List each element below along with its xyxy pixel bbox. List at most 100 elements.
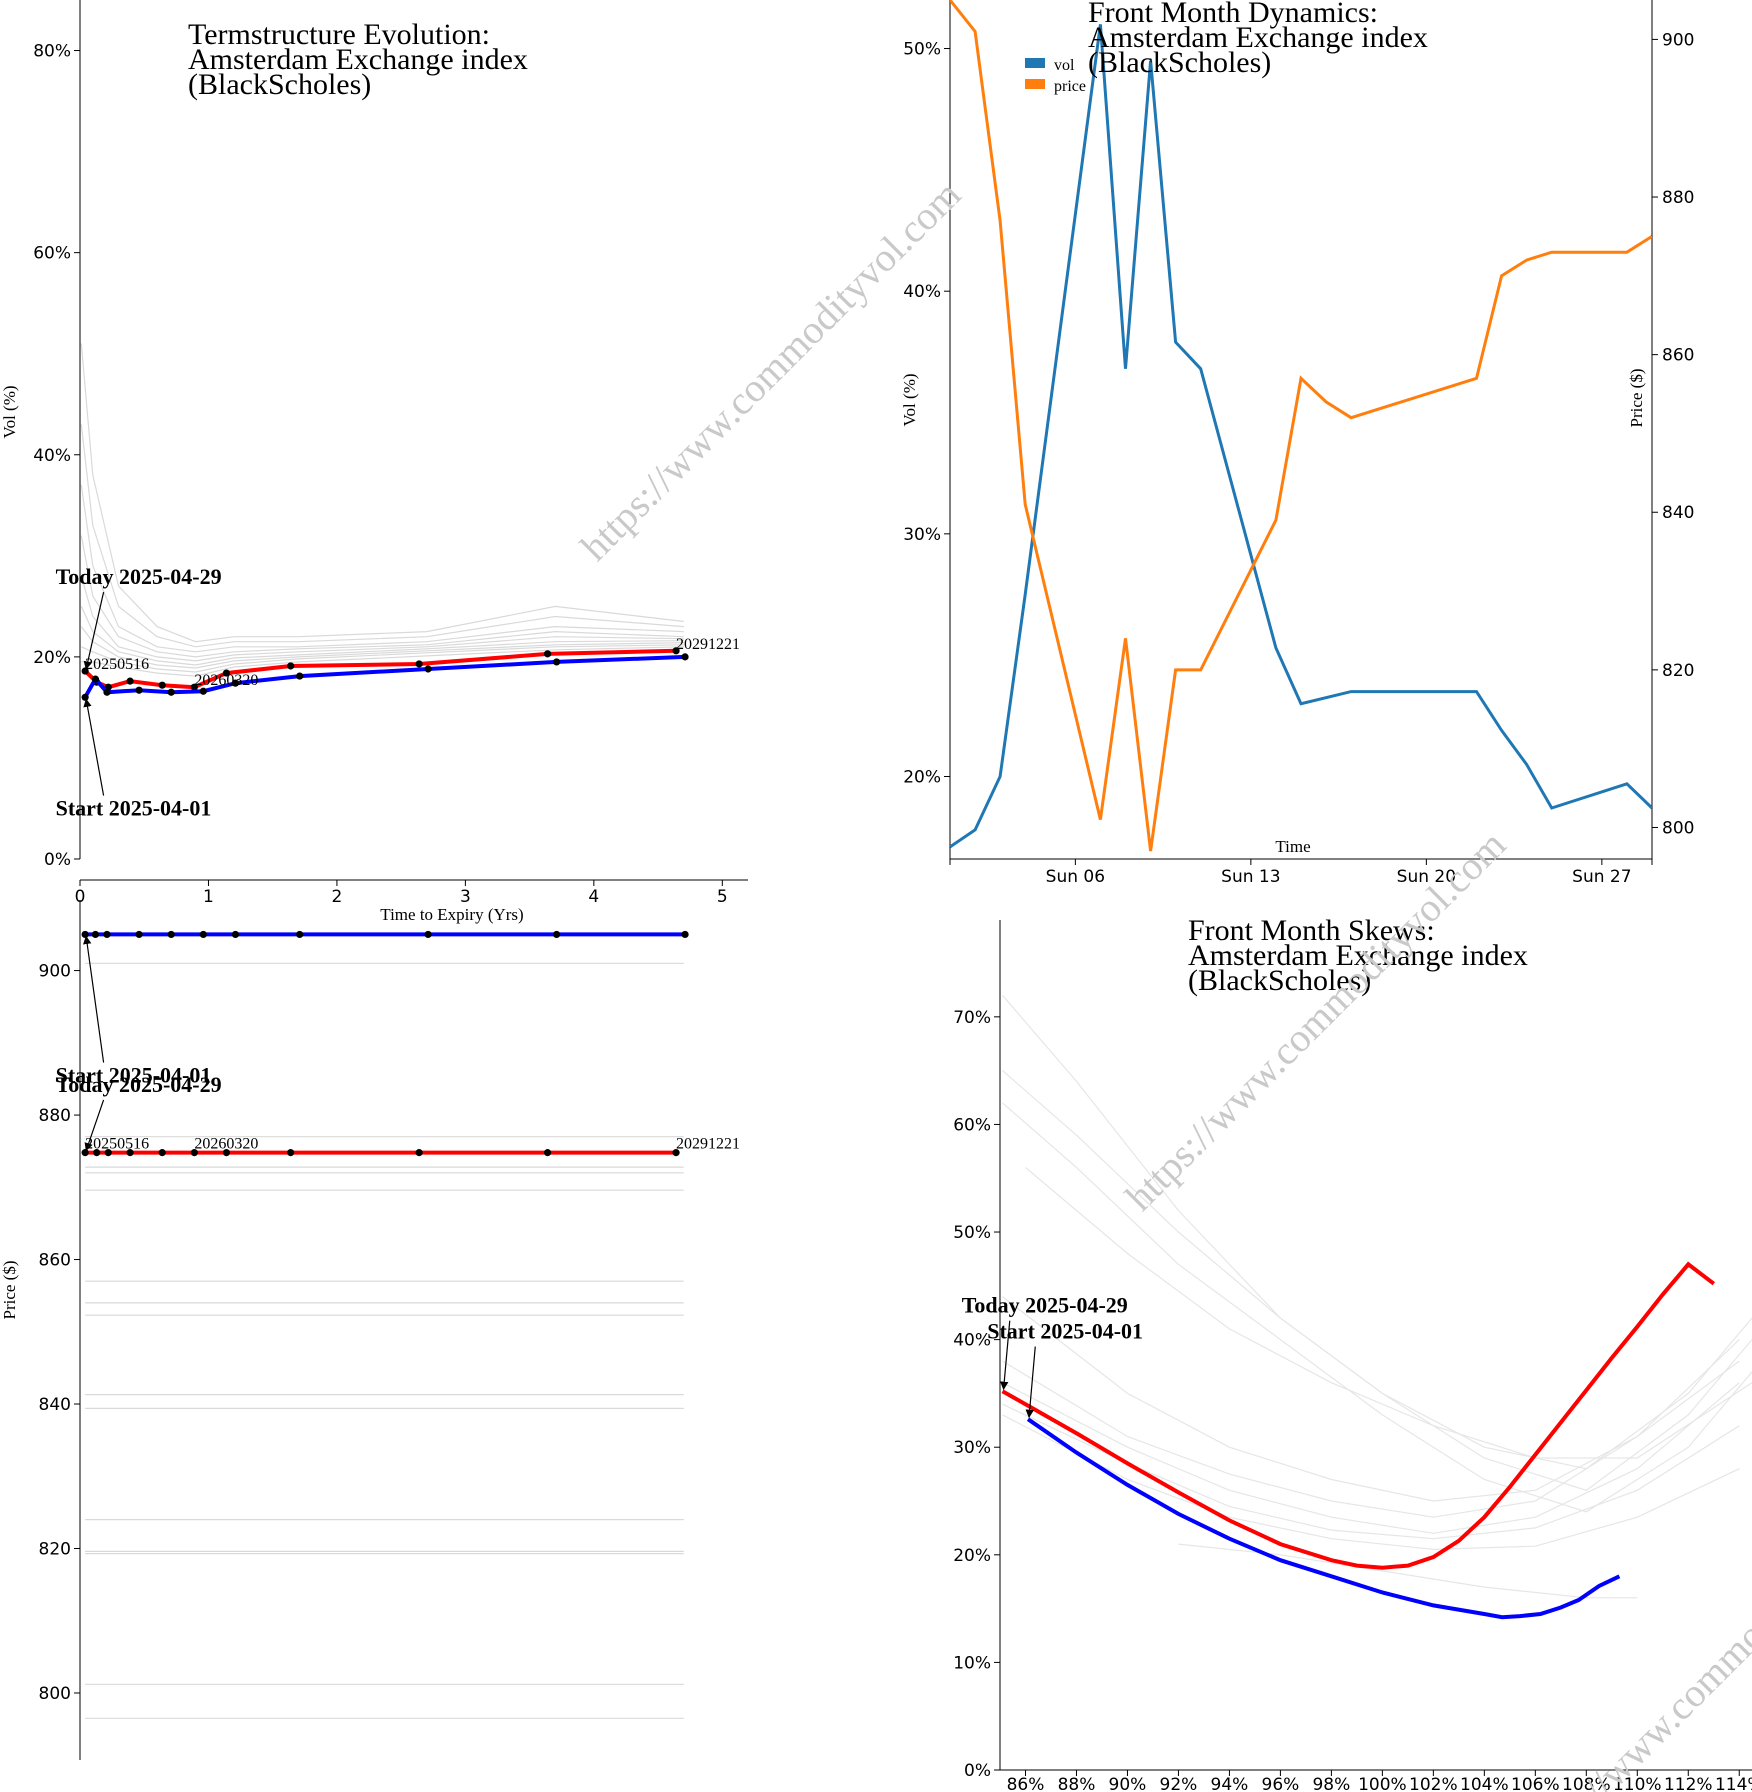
chart-title-line: (BlackScholes) — [1188, 964, 1371, 997]
history-curve — [80, 343, 684, 643]
history-curve — [80, 485, 684, 653]
y-tick-label: 30% — [953, 1438, 991, 1458]
annotation-today: Today 2025-04-29 — [56, 564, 222, 589]
annotation-start: Start 2025-04-01 — [56, 796, 212, 821]
history-curve — [80, 535, 684, 658]
chart-title-line: Amsterdam Exchange index — [1088, 21, 1428, 54]
history-curve — [1002, 1070, 1752, 1491]
expiry-label: 20250516 — [85, 1136, 149, 1153]
data-point — [552, 930, 561, 939]
x-tick-label: 4 — [588, 887, 599, 907]
data-point — [199, 930, 207, 939]
y2-tick-label: 840 — [1662, 503, 1694, 523]
y-tick-label: 40% — [33, 446, 71, 466]
annotation-arrow — [83, 591, 105, 670]
term-structure-price-chart: 800 820 840 860 880 900 Price ($) 20250516 20260… — [0, 900, 740, 1760]
chart-title-line: Amsterdam Exchange index — [188, 43, 528, 76]
x-tick-label: 94% — [1211, 1775, 1249, 1792]
x-tick-label: 112% — [1664, 1775, 1713, 1792]
y-tick-label: 40% — [953, 1331, 991, 1351]
x-tick-label: 114% — [1715, 1775, 1752, 1792]
watermark-text: https://www.commodityvol.com — [572, 172, 970, 570]
y2-tick-label: 800 — [1662, 818, 1694, 838]
series-line-price — [950, 0, 1652, 852]
x-tick-label: 106% — [1511, 1775, 1560, 1792]
data-point — [222, 1149, 231, 1157]
front-month-skew-chart: 0% 10% 20% 30% 40% 50% 60% 70% 86% 88% 90% 92% 94% 96… — [953, 914, 1752, 1792]
annotation-arrow — [83, 698, 105, 796]
expiry-label: 20260320 — [194, 1136, 258, 1153]
chart-title-line: Front Month Skews: — [1188, 914, 1435, 947]
data-point — [190, 683, 198, 691]
history-curve — [1002, 1403, 1740, 1540]
y-tick-label: 840 — [39, 1395, 71, 1415]
series-line-start — [1026, 1417, 1621, 1620]
chart-title-line: Termstructure Evolution: — [188, 18, 490, 51]
x-axis-label: Time — [1275, 837, 1310, 856]
series-line-today — [83, 648, 677, 690]
annotation-arrow — [84, 1099, 105, 1152]
expiry-label: 20250516 — [85, 656, 149, 673]
history-curve — [80, 424, 684, 648]
history-curve — [80, 606, 684, 666]
data-point — [167, 688, 175, 696]
y-tick-label: 40% — [903, 282, 941, 302]
data-point — [103, 930, 111, 939]
data-point — [91, 675, 100, 683]
annotation-arrow — [1025, 1346, 1036, 1419]
y-tick-label: 30% — [903, 525, 941, 545]
x-tick-label: 96% — [1262, 1775, 1300, 1792]
expiry-label: 20260320 — [194, 672, 258, 689]
expiry-label: 20291221 — [676, 1136, 740, 1153]
annotation-arrow — [1000, 1320, 1011, 1391]
y2-tick-label: 900 — [1662, 30, 1694, 50]
y-tick-label: 10% — [953, 1653, 991, 1673]
y2-axis-label: Price ($) — [1627, 368, 1646, 427]
data-point — [81, 693, 89, 701]
legend-swatch-price — [1025, 79, 1045, 89]
data-point — [296, 930, 304, 939]
annotation-start: Start 2025-04-01 — [56, 1063, 212, 1088]
x-tick-label: 2 — [332, 887, 343, 907]
data-point — [552, 658, 561, 666]
y-tick-label: 820 — [39, 1540, 71, 1560]
history-curve — [81, 646, 684, 677]
data-point — [158, 681, 166, 689]
data-point — [296, 672, 304, 680]
chart-title-line: Amsterdam Exchange index — [1188, 939, 1528, 972]
data-point — [158, 1149, 166, 1157]
data-point — [91, 930, 100, 939]
data-point — [126, 1149, 134, 1157]
x-tick-label: 88% — [1058, 1775, 1096, 1792]
data-point — [103, 688, 111, 696]
data-point — [415, 1149, 423, 1157]
x-tick-label: 98% — [1312, 1775, 1350, 1792]
history-curve — [1002, 994, 1752, 1470]
data-point — [544, 1149, 552, 1157]
data-point — [190, 1149, 198, 1157]
history-curve — [1002, 1382, 1740, 1534]
history-curve — [80, 626, 684, 669]
y2-tick-label: 880 — [1662, 188, 1694, 208]
expiry-label: 20291221 — [676, 636, 740, 653]
x-tick-label: Sun 27 — [1572, 867, 1631, 887]
data-point — [681, 930, 689, 939]
history-curve — [1002, 1296, 1740, 1502]
legend-label-price: price — [1054, 78, 1086, 95]
legend-label-vol: vol — [1054, 57, 1075, 74]
history-curve — [1002, 1360, 1740, 1518]
y-tick-label: 0% — [964, 1761, 991, 1781]
x-tick-label: 104% — [1460, 1775, 1509, 1792]
y-axis-label: Price ($) — [0, 1260, 19, 1319]
x-tick-label: 100% — [1358, 1775, 1407, 1792]
series-line-vol — [950, 24, 1652, 849]
data-point — [424, 665, 432, 673]
annotation-today: Today 2025-04-29 — [56, 1072, 222, 1097]
history-curve — [1025, 1167, 1752, 1459]
x-tick-label: 1 — [203, 887, 214, 907]
y-tick-label: 70% — [953, 1008, 991, 1028]
history-curve — [1178, 1543, 1638, 1599]
x-tick-label: 102% — [1409, 1775, 1458, 1792]
data-point — [81, 930, 89, 939]
